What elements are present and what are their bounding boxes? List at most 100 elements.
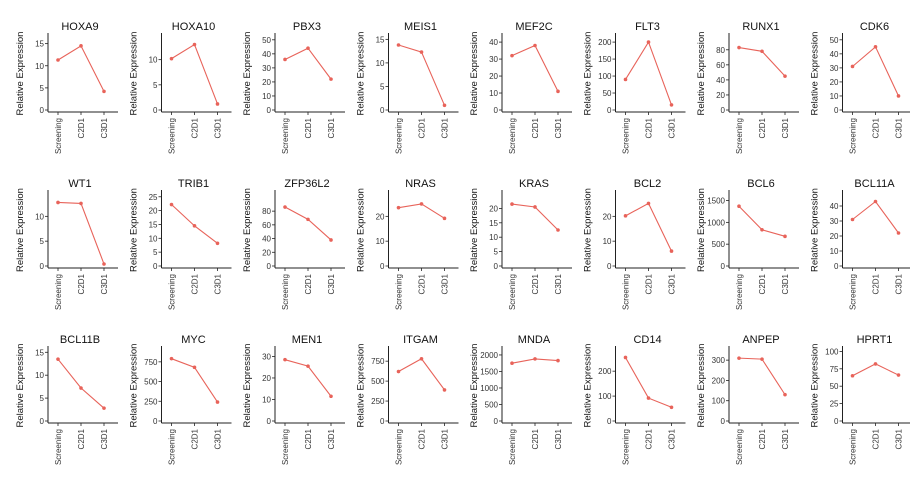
y-tick-label: 25 [830, 400, 839, 409]
data-point [737, 204, 741, 209]
data-point [306, 364, 310, 368]
y-tick-label: 0 [267, 106, 272, 115]
data-point [283, 205, 287, 209]
y-tick-label: 10 [149, 56, 158, 65]
data-point [896, 373, 901, 377]
data-point [169, 56, 174, 61]
y-axis-label: Relative Expression [129, 32, 140, 116]
x-tick-label: C3D1 [441, 117, 450, 138]
y-axis-label: Relative Expression [469, 188, 480, 272]
y-tick-label: 40 [716, 76, 725, 85]
data-point [783, 392, 787, 397]
y-tick-label: 0 [40, 262, 45, 271]
y-tick-label: 0 [153, 262, 158, 271]
x-tick-label: Screening [168, 429, 177, 465]
y-tick-label: 100 [598, 392, 612, 401]
y-tick-label: 20 [262, 374, 271, 383]
x-tick-label: C2D1 [645, 428, 654, 449]
x-tick-label: C3D1 [441, 428, 450, 449]
y-axis-label: Relative Expression [696, 344, 707, 428]
x-tick-label: C2D1 [418, 117, 427, 138]
data-point [623, 355, 628, 360]
panel-wt1: WT1 Relative Expression 0 5 10 Screening C2D1 C… [15, 178, 118, 310]
panel-hoxa10: HOXA10 Relative Expression 0 5 10 Screening C2… [129, 21, 232, 154]
series-line [171, 204, 218, 244]
panel-hoxa9: HOXA9 Relative Expression 0 5 10 15 Screening C… [15, 21, 118, 154]
panel-title: CD14 [633, 334, 661, 346]
y-tick-label: 40 [830, 50, 839, 59]
x-tick-label: Screening [395, 274, 404, 310]
y-axis-label: Relative Expression [242, 188, 253, 272]
panel-title: FLT3 [635, 21, 660, 33]
panel-title: WT1 [68, 178, 91, 190]
data-point [56, 357, 60, 361]
y-tick-label: 100 [598, 72, 612, 81]
x-tick-label: Screening [281, 118, 290, 154]
x-tick-label: C3D1 [668, 273, 677, 294]
y-tick-label: 30 [830, 64, 839, 73]
y-tick-label: 10 [376, 237, 385, 246]
x-tick-label: Screening [849, 118, 858, 154]
panel-title: CDK6 [860, 21, 889, 33]
panel-mef2c: MEF2C Relative Expression 0 10 20 30 40 Screeni… [469, 21, 572, 154]
data-point [396, 205, 401, 210]
series-line [625, 40, 673, 106]
y-axis-label: Relative Expression [810, 32, 821, 116]
data-point [873, 199, 878, 204]
data-point [306, 46, 310, 51]
panel-kras: KRAS Relative Expression 0 5 10 15 20 Screening… [469, 178, 572, 310]
y-axis-label: Relative Expression [583, 344, 594, 428]
data-point [56, 58, 60, 62]
y-tick-label: 500 [712, 240, 726, 249]
y-tick-label: 10 [489, 89, 498, 98]
panel-zfp36l2: ZFP36L2 Relative Expression 0 20 40 60 80 Scree… [242, 178, 345, 310]
data-point [419, 202, 424, 206]
x-tick-label: Screening [508, 118, 517, 154]
y-axis-label: Relative Expression [15, 188, 26, 272]
y-tick-label: 50 [603, 89, 612, 98]
x-tick-label: Screening [622, 118, 631, 154]
x-tick-label: C3D1 [100, 428, 109, 449]
data-point [896, 231, 901, 235]
y-tick-label: 10 [830, 247, 839, 256]
series-line [852, 45, 899, 97]
data-point [760, 227, 764, 232]
x-tick-label: Screening [281, 429, 290, 465]
data-point [737, 45, 741, 50]
y-tick-label: 200 [598, 367, 612, 376]
x-tick-label: C3D1 [554, 273, 563, 294]
y-tick-label: 0 [607, 417, 612, 426]
x-tick-label: C2D1 [191, 273, 200, 294]
y-tick-label: 250 [144, 397, 158, 406]
data-point [646, 396, 651, 400]
x-tick-label: C3D1 [895, 273, 904, 294]
y-tick-label: 20 [603, 212, 612, 221]
data-point [737, 356, 741, 360]
y-tick-label: 30 [262, 64, 271, 73]
panel-title: BCL11A [854, 178, 895, 190]
data-point [850, 217, 855, 222]
y-tick-label: 0 [721, 262, 726, 271]
y-tick-label: 10 [830, 92, 839, 101]
data-point [850, 64, 855, 69]
series-line [738, 205, 786, 237]
x-tick-label: Screening [508, 429, 517, 465]
y-tick-label: 500 [144, 378, 158, 387]
y-tick-label: 0 [40, 106, 45, 115]
panel-hprt1: HPRT1 Relative Expression 0 25 50 75 100 Screen… [810, 334, 910, 465]
y-tick-label: 20 [149, 207, 158, 216]
series-line [852, 200, 899, 234]
panel-cdk6: CDK6 Relative Expression 0 10 20 30 40 50 Screen… [810, 21, 910, 154]
panel-title: MEF2C [515, 21, 552, 33]
data-point [896, 94, 901, 98]
data-point [510, 361, 514, 366]
x-tick-label: C3D1 [214, 273, 223, 294]
x-tick-label: C3D1 [895, 428, 904, 449]
data-point [56, 200, 60, 205]
y-tick-label: 150 [598, 55, 612, 64]
x-tick-label: C2D1 [758, 428, 767, 449]
panel-title: HOXA9 [61, 21, 98, 33]
x-tick-label: C2D1 [304, 428, 313, 449]
panel-trib1: TRIB1 Relative Expression 0 5 10 15 20 25 Screen… [129, 178, 232, 310]
y-axis-label: Relative Expression [242, 32, 253, 116]
